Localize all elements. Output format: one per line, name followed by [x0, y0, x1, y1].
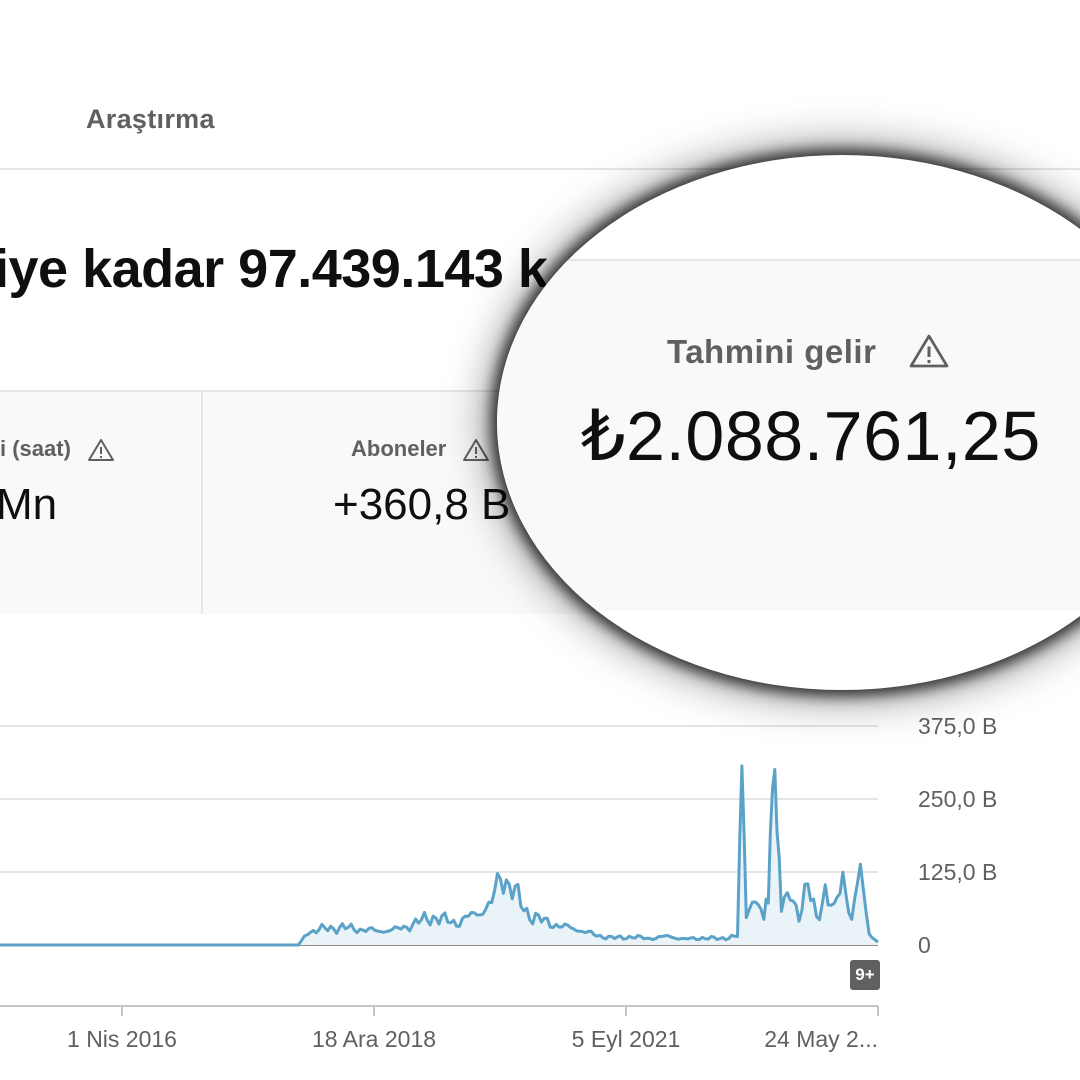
page-headline: iye kadar 97.439.143 k	[0, 239, 548, 299]
annotation-badge[interactable]: 9+	[850, 960, 880, 990]
x-tick-label: 18 Ara 2018	[312, 1026, 436, 1052]
metric-subscribers-value: +360,8 B	[333, 480, 511, 529]
tab-research[interactable]: Araştırma	[86, 104, 215, 134]
metric-revenue-value: ₺2.088.761,25	[581, 397, 1041, 475]
warning-icon	[88, 439, 115, 462]
warning-icon	[463, 439, 490, 462]
y-tick-label: 375,0 B	[918, 713, 997, 739]
metric-watch-time-value: Mn	[0, 480, 58, 529]
metric-watch-time-label[interactable]: i (saat)	[0, 436, 115, 462]
x-tick-label: 1 Nis 2016	[67, 1026, 177, 1052]
series-line[interactable]	[0, 764, 879, 947]
series-area	[0, 765, 878, 945]
magnified-metric-card	[497, 259, 1080, 611]
chart-y-axis: 375,0 B 250,0 B 125,0 B 0	[918, 713, 997, 958]
metric-watch-time-label-text: i (saat)	[0, 436, 71, 461]
chart-x-axis: 1 Nis 2016 18 Ara 2018 5 Eyl 2021 24 May 2.…	[0, 1005, 879, 1052]
metric-subscribers-label[interactable]: Aboneler	[351, 436, 490, 462]
metric-revenue-label[interactable]: Tahmini gelir	[667, 333, 950, 371]
y-tick-label: 250,0 B	[918, 786, 997, 812]
x-tick-label: 5 Eyl 2021	[572, 1026, 681, 1052]
metric-subscribers-label-text: Aboneler	[351, 436, 447, 461]
y-tick-label: 125,0 B	[918, 859, 997, 885]
magnifier-lens: Tahmini gelir ₺2.088.761,25	[497, 155, 1080, 690]
magnified-region: Tahmini gelir ₺2.088.761,25	[497, 155, 1080, 690]
chart-area	[0, 764, 879, 947]
metric-revenue-label-text: Tahmini gelir	[667, 333, 877, 370]
tab-bar: Araştırma	[0, 0, 1080, 170]
metric-divider	[201, 392, 203, 614]
y-tick-label: 0	[918, 932, 931, 958]
x-tick-label: 24 May 2...	[764, 1026, 878, 1052]
warning-icon	[909, 334, 949, 368]
